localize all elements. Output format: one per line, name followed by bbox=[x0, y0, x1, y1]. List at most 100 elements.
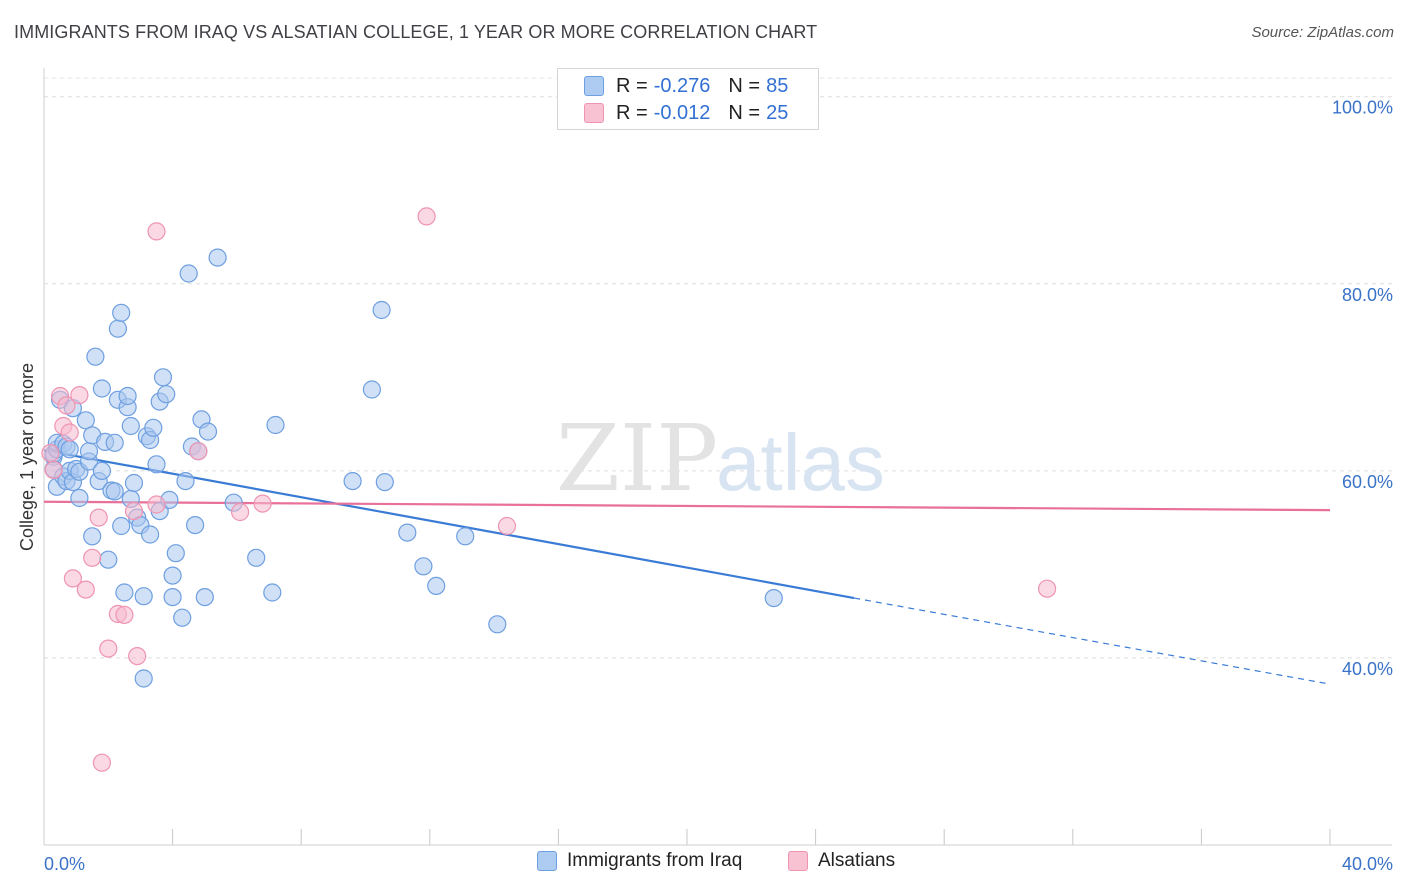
point-alsatian bbox=[115, 605, 134, 625]
point-iraq bbox=[398, 523, 417, 542]
point-alsatian bbox=[76, 580, 95, 599]
point-iraq bbox=[488, 615, 507, 634]
n-label: N = bbox=[728, 101, 761, 124]
point-alsatian bbox=[92, 753, 112, 772]
point-iraq bbox=[60, 440, 79, 459]
r-label: R = bbox=[616, 101, 648, 124]
point-iraq bbox=[92, 379, 112, 398]
point-iraq bbox=[414, 557, 433, 576]
legend-label-iraq: Immigrants from Iraq bbox=[567, 850, 743, 871]
point-iraq bbox=[105, 433, 124, 452]
point-iraq bbox=[105, 482, 124, 501]
point-alsatian bbox=[83, 548, 102, 567]
point-iraq bbox=[108, 319, 128, 338]
n-value: 85 bbox=[766, 74, 789, 97]
point-iraq bbox=[208, 248, 227, 267]
n-label: N = bbox=[728, 74, 761, 97]
point-alsatian bbox=[147, 222, 166, 241]
point-alsatian bbox=[57, 396, 76, 415]
gridlines bbox=[44, 77, 1392, 659]
point-alsatian bbox=[124, 502, 144, 521]
legend-swatch-blue bbox=[584, 76, 604, 96]
point-iraq bbox=[198, 422, 218, 441]
data-points bbox=[41, 207, 1057, 772]
n-value: 25 bbox=[766, 101, 789, 124]
point-iraq bbox=[112, 516, 131, 536]
source-credit: Source: ZipAtlas.com bbox=[1251, 24, 1394, 41]
legend-item-alsatians[interactable]: Alsatians bbox=[788, 850, 895, 872]
point-iraq bbox=[163, 587, 182, 607]
point-alsatian bbox=[99, 639, 118, 658]
point-iraq bbox=[456, 527, 475, 546]
point-iraq bbox=[176, 472, 195, 491]
r-value: -0.276 bbox=[653, 74, 711, 97]
point-iraq bbox=[163, 566, 182, 585]
point-iraq bbox=[83, 527, 102, 546]
point-iraq bbox=[112, 303, 131, 322]
point-iraq bbox=[144, 418, 163, 437]
point-alsatian bbox=[63, 569, 83, 588]
y-tick-label: 100.0% bbox=[1332, 98, 1393, 118]
point-alsatian bbox=[41, 444, 60, 463]
point-iraq bbox=[343, 472, 362, 491]
point-iraq bbox=[179, 264, 198, 283]
point-iraq bbox=[153, 368, 173, 387]
point-iraq bbox=[76, 411, 95, 430]
chart-title: IMMIGRANTS FROM IRAQ VS ALSATIAN COLLEGE… bbox=[14, 22, 818, 42]
point-iraq bbox=[166, 544, 185, 563]
r-label: R = bbox=[616, 74, 648, 97]
x-tick-label: 40.0% bbox=[1342, 854, 1393, 874]
y-tick-label: 60.0% bbox=[1342, 472, 1393, 492]
y-tick-label: 80.0% bbox=[1342, 285, 1393, 305]
point-iraq bbox=[764, 588, 783, 608]
point-alsatian bbox=[1037, 579, 1057, 598]
point-iraq bbox=[99, 550, 118, 569]
watermark-atlas: atlas bbox=[716, 418, 885, 507]
y-tick-label: 40.0% bbox=[1342, 659, 1393, 679]
r-value: -0.012 bbox=[653, 101, 711, 124]
legend-swatch-pink bbox=[788, 851, 808, 871]
watermark-zip: ZIP bbox=[556, 405, 718, 512]
point-alsatian bbox=[60, 423, 79, 442]
legend-row-iraq: R = -0.276 N = 85 bbox=[558, 73, 788, 99]
point-alsatian bbox=[231, 502, 250, 522]
x-tick-label: 0.0% bbox=[44, 854, 85, 874]
legend-swatch-blue bbox=[537, 851, 557, 871]
point-alsatian bbox=[89, 508, 108, 527]
point-iraq bbox=[186, 515, 205, 535]
point-iraq bbox=[92, 461, 112, 480]
legend-label-alsatians: Alsatians bbox=[818, 850, 896, 871]
correlation-legend: R = -0.276 N = 85 R = -0.012 N = 25 bbox=[557, 68, 819, 130]
point-alsatian bbox=[147, 495, 166, 514]
point-iraq bbox=[121, 416, 140, 436]
point-alsatian bbox=[497, 516, 517, 536]
point-iraq bbox=[134, 587, 153, 606]
legend-row-alsatians: R = -0.012 N = 25 bbox=[558, 100, 788, 126]
point-iraq bbox=[79, 442, 99, 461]
point-iraq bbox=[375, 473, 394, 492]
legend-item-iraq[interactable]: Immigrants from Iraq bbox=[537, 850, 742, 872]
watermark: ZIP atlas bbox=[556, 405, 885, 512]
point-iraq bbox=[173, 608, 192, 627]
point-iraq bbox=[157, 385, 176, 404]
point-iraq bbox=[141, 525, 160, 544]
legend-swatch-pink bbox=[584, 103, 604, 123]
point-iraq bbox=[70, 488, 89, 508]
point-alsatian bbox=[189, 442, 208, 461]
point-iraq bbox=[124, 473, 144, 493]
point-alsatian bbox=[417, 207, 436, 226]
point-iraq bbox=[427, 576, 446, 596]
point-iraq bbox=[86, 347, 105, 366]
point-iraq bbox=[134, 669, 153, 688]
point-iraq bbox=[147, 455, 166, 474]
point-alsatian bbox=[44, 460, 63, 479]
point-iraq bbox=[372, 300, 391, 320]
point-alsatian bbox=[128, 646, 147, 666]
point-iraq bbox=[118, 386, 137, 406]
point-iraq bbox=[115, 583, 134, 602]
axis-labels: 40.0% 60.0% 80.0% 100.0% 0.0% 40.0% College, 1… bbox=[17, 98, 1393, 874]
trend-line-iraq-extension bbox=[854, 597, 1331, 685]
point-iraq bbox=[266, 415, 285, 435]
point-iraq bbox=[263, 583, 282, 602]
